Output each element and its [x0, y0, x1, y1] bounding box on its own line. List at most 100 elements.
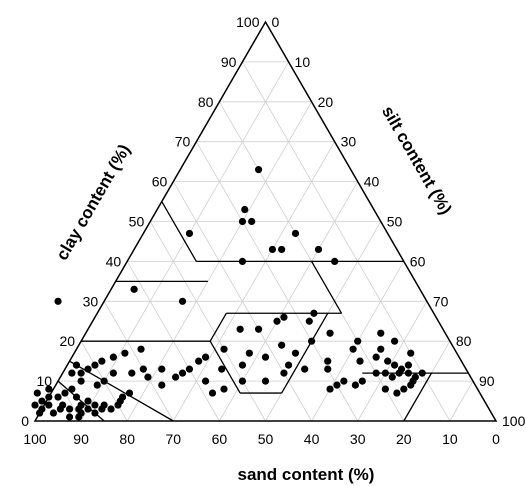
data-point	[77, 369, 85, 377]
data-point	[36, 409, 44, 417]
data-point	[130, 285, 138, 293]
clay-axis-label: clay content (%)	[52, 141, 134, 263]
silt-axis-label: silt content (%)	[378, 103, 455, 218]
data-point	[77, 377, 85, 385]
data-point	[384, 357, 392, 365]
data-point	[324, 357, 332, 365]
data-point	[291, 349, 300, 357]
data-point	[72, 393, 81, 401]
data-point	[331, 257, 339, 265]
clay-tick-label: 80	[198, 94, 214, 110]
data-point	[404, 369, 413, 377]
data-point	[195, 357, 203, 365]
data-point	[372, 353, 380, 361]
data-point	[65, 413, 74, 421]
silt-tick-label: 10	[295, 54, 311, 70]
data-point	[273, 317, 281, 325]
clay-tick-label: 70	[175, 134, 191, 150]
data-point	[261, 377, 270, 385]
class-boundary-line	[209, 312, 227, 342]
data-point	[158, 365, 166, 373]
data-point	[372, 369, 380, 377]
clay-tick-label: 0	[21, 413, 29, 429]
data-point	[84, 365, 92, 373]
sand-axis-label: sand content (%)	[238, 465, 375, 484]
data-point	[72, 361, 81, 369]
data-point	[93, 381, 101, 389]
data-point	[326, 385, 334, 393]
class-boundary-line	[209, 340, 241, 394]
silt-tick-label: 0	[272, 14, 280, 30]
data-point	[388, 373, 396, 381]
data-point	[68, 385, 76, 393]
data-point	[45, 393, 53, 401]
data-point	[310, 309, 318, 317]
data-point	[324, 365, 332, 373]
data-point	[91, 361, 99, 369]
data-point	[404, 361, 413, 369]
data-point	[65, 405, 74, 413]
grid-line	[449, 380, 474, 422]
triangle-outline	[33, 20, 498, 422]
data-point	[245, 349, 253, 357]
data-point	[395, 369, 403, 377]
data-point	[349, 345, 357, 353]
data-point	[118, 393, 127, 401]
data-point	[409, 377, 417, 385]
silt-tick-label: 30	[341, 134, 357, 150]
sand-tick-label: 10	[442, 431, 458, 447]
sand-tick-label: 60	[212, 431, 228, 447]
data-point	[100, 401, 108, 409]
data-point	[201, 377, 210, 385]
grid-line	[103, 301, 174, 422]
data-point	[208, 389, 217, 397]
data-point	[59, 401, 67, 409]
data-point	[351, 381, 359, 389]
data-point	[381, 369, 389, 377]
grid-line	[196, 141, 359, 422]
silt-tick-label: 90	[479, 373, 495, 389]
data-point	[121, 349, 129, 357]
clay-tick-label: 20	[60, 333, 76, 349]
data-point	[84, 397, 92, 405]
grid-line	[357, 301, 428, 422]
data-point	[377, 329, 385, 337]
data-point	[381, 385, 389, 393]
data-point	[38, 397, 46, 405]
data-point	[68, 369, 76, 377]
data-point	[291, 229, 300, 238]
data-point	[400, 385, 408, 393]
data-point	[354, 337, 362, 345]
data-point	[100, 377, 108, 385]
data-point	[77, 409, 85, 417]
data-point	[238, 361, 247, 369]
sand-tick-label: 70	[166, 431, 182, 447]
data-point	[356, 357, 364, 365]
data-point	[254, 325, 263, 333]
grid-line	[149, 221, 266, 422]
data-point	[54, 297, 62, 305]
data-point	[241, 205, 249, 214]
data-point	[340, 377, 348, 385]
data-point	[326, 329, 334, 337]
data-point	[45, 385, 53, 393]
sand-tick-label: 40	[304, 431, 320, 447]
data-point	[54, 393, 62, 401]
data-point	[158, 381, 166, 389]
data-point	[84, 405, 92, 413]
sand-tick-label: 90	[73, 431, 89, 447]
data-point	[308, 337, 316, 345]
data-point	[377, 345, 385, 353]
data-point	[333, 381, 341, 389]
clay-tick-label: 10	[36, 373, 52, 389]
grid-line	[172, 141, 335, 422]
class-boundary-line	[311, 261, 343, 314]
silt-tick-label: 60	[410, 253, 426, 269]
sand-tick-label: 20	[396, 431, 412, 447]
data-point	[178, 297, 187, 305]
clay-tick-label: 90	[221, 54, 237, 70]
data-point	[220, 345, 228, 353]
data-point	[390, 337, 399, 345]
data-point	[254, 166, 263, 174]
sand-tick-label: 50	[258, 431, 274, 447]
